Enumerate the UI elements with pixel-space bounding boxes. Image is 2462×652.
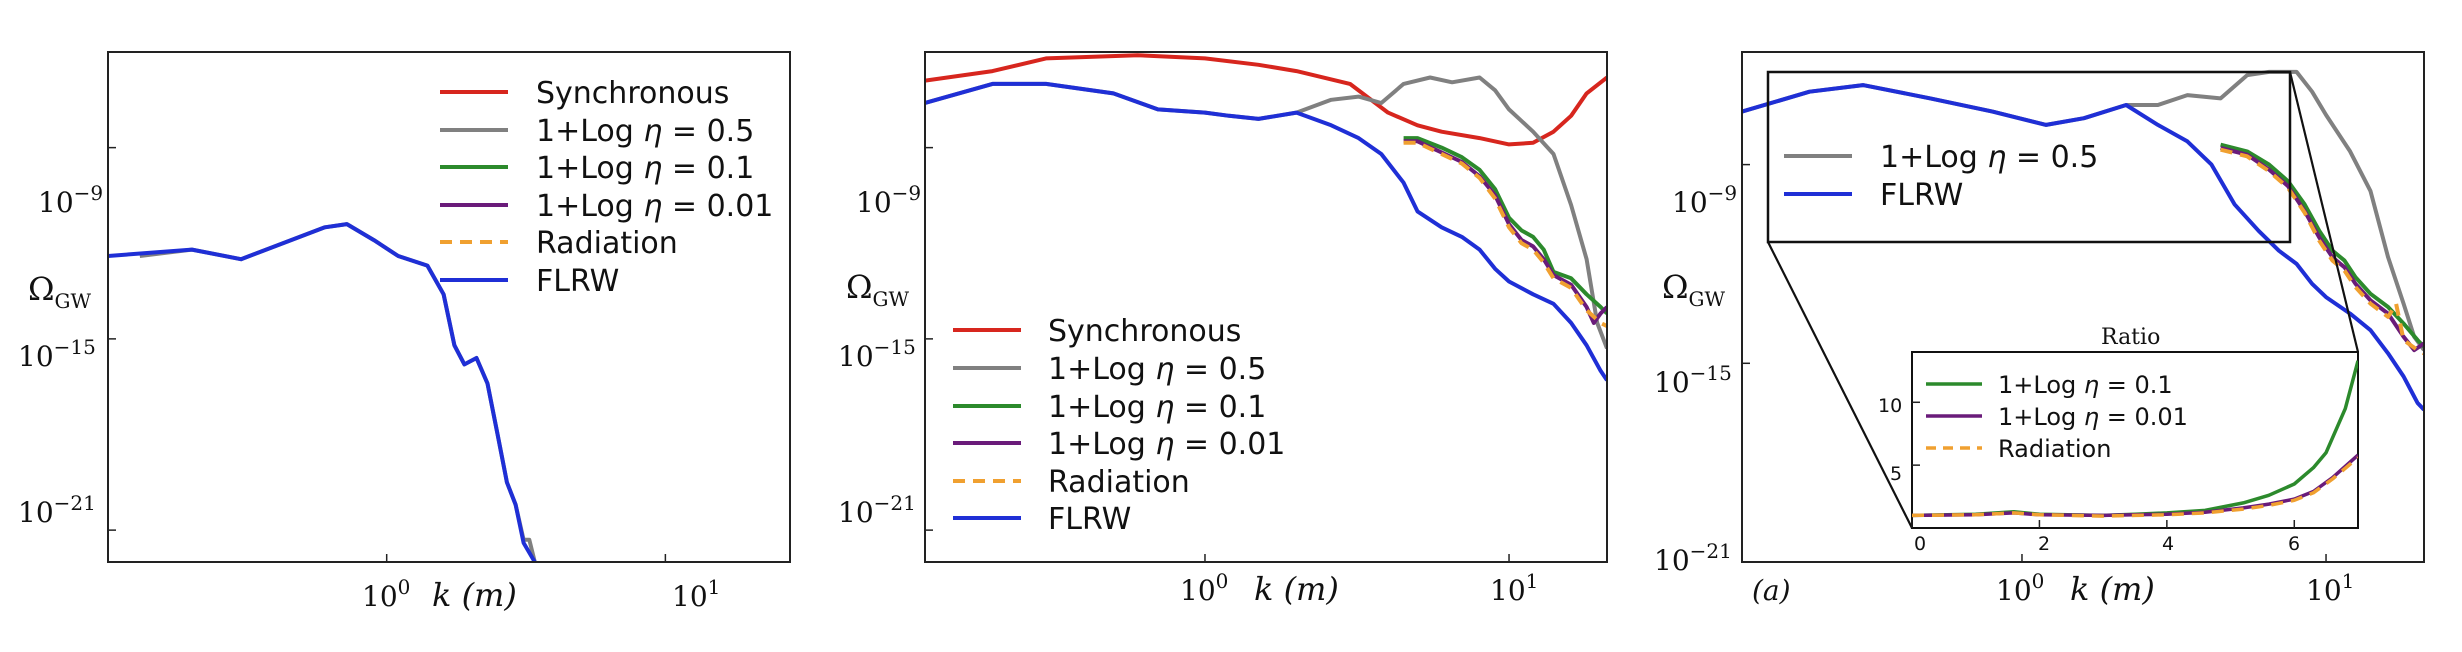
inset-legend-label-onelog-01: 1+Log η = 0.1 bbox=[1998, 371, 2173, 399]
series-line-onelog-001 bbox=[2220, 146, 2424, 353]
legend-label-onelog-001: 1+Log η = 0.01 bbox=[536, 189, 773, 224]
middle-xlabel: k (m) bbox=[1254, 570, 1339, 608]
left-ytick-label: 10−15 bbox=[18, 335, 96, 373]
inset-legend-label-radiation: Radiation bbox=[1998, 435, 2111, 463]
middle-panel: 10−9 10−15 10−21 ΩGW 100 101 k (m) Synch… bbox=[838, 51, 1608, 608]
left-legend: Synchronous 1+Log η = 0.5 1+Log η = 0.1 … bbox=[440, 76, 773, 299]
inset-ytick-label: 5 bbox=[1890, 463, 1902, 485]
legend-label-onelog-05: 1+Log η = 0.5 bbox=[1880, 140, 2098, 175]
inset-xtick-label: 2 bbox=[2038, 533, 2050, 555]
middle-ytick-label: 10−21 bbox=[838, 491, 916, 529]
legend-label-flrw: FLRW bbox=[1880, 178, 1963, 213]
left-xlabel: k (m) bbox=[432, 576, 517, 614]
right-ylabel: ΩGW bbox=[1662, 268, 1726, 311]
series-line-onelog-05 bbox=[1742, 69, 2424, 352]
right-xtick-label: 100 bbox=[1996, 569, 2044, 607]
right-plot-lines bbox=[1742, 69, 2424, 563]
legend-label-onelog-01: 1+Log η = 0.1 bbox=[536, 151, 754, 186]
inset-plot-lines bbox=[1911, 360, 2358, 528]
middle-xtick-label: 100 bbox=[1180, 569, 1228, 607]
series-line-radiation bbox=[1403, 140, 1607, 328]
right-ytick-label: 10−21 bbox=[1654, 539, 1732, 577]
middle-axes-frame bbox=[924, 51, 1608, 563]
legend-label-synchronous: Synchronous bbox=[536, 76, 729, 111]
right-xlabel: k (m) bbox=[2070, 570, 2155, 608]
zoom-box bbox=[1766, 70, 2292, 244]
series-line-synchronous bbox=[925, 53, 1607, 147]
series-line-radiation bbox=[1912, 456, 2358, 518]
right-panel: 10−9 10−15 10−21 ΩGW 100 101 k (m) (a) 1… bbox=[1654, 51, 2425, 608]
middle-plot-lines bbox=[925, 53, 1607, 562]
left-axes-frame bbox=[107, 51, 791, 563]
legend-label-radiation: Radiation bbox=[1048, 465, 1190, 500]
inset-ytick-label: 10 bbox=[1878, 395, 1902, 417]
middle-ytick-label: 10−15 bbox=[838, 335, 916, 373]
panel-label: (a) bbox=[1752, 574, 1791, 607]
left-ytick-label: 10−21 bbox=[18, 491, 96, 529]
legend-label-onelog-05: 1+Log η = 0.5 bbox=[536, 114, 754, 149]
axis-ticks bbox=[925, 146, 1510, 562]
middle-ytick-label: 10−9 bbox=[856, 181, 921, 219]
inset-xtick-label: 6 bbox=[2288, 533, 2300, 555]
inset-legend-label-onelog-001: 1+Log η = 0.01 bbox=[1998, 403, 2188, 431]
right-legend: 1+Log η = 0.5 FLRW bbox=[1784, 140, 2098, 213]
series-line-flrw bbox=[925, 81, 1607, 382]
zoom-connector-left bbox=[1767, 241, 1913, 529]
series-line-onelog-01 bbox=[1403, 136, 1607, 315]
inset-xtick-label: 4 bbox=[2162, 533, 2174, 555]
inset-legend: 1+Log η = 0.1 1+Log η = 0.01 Radiation bbox=[1926, 371, 2188, 463]
series-line-onelog-05 bbox=[139, 222, 537, 562]
axis-ticks bbox=[1911, 401, 2296, 528]
left-xtick-label: 101 bbox=[672, 575, 720, 613]
left-plot-lines bbox=[108, 146, 667, 562]
left-ylabel: ΩGW bbox=[28, 270, 92, 313]
series-line-radiation bbox=[2220, 147, 2424, 356]
legend-label-onelog-01: 1+Log η = 0.1 bbox=[1048, 390, 1266, 425]
right-ytick-label: 10−15 bbox=[1654, 361, 1732, 399]
inset-ratio-plot: Ratio 0 2 4 6 5 10 1+Log η = 0.1 1+Log η… bbox=[1878, 325, 2359, 555]
right-axes-frame bbox=[1741, 51, 2425, 563]
legend-label-radiation: Radiation bbox=[536, 226, 678, 261]
inset-title: Ratio bbox=[2101, 325, 2160, 350]
series-line-flrw bbox=[1742, 83, 2424, 412]
inset-background bbox=[1911, 351, 2359, 529]
left-ytick-label: 10−9 bbox=[38, 181, 103, 219]
legend-label-flrw: FLRW bbox=[536, 264, 619, 299]
series-line-onelog-01 bbox=[2220, 142, 2424, 349]
legend-label-synchronous: Synchronous bbox=[1048, 314, 1241, 349]
legend-label-onelog-05: 1+Log η = 0.5 bbox=[1048, 352, 1266, 387]
zoom-connector-right bbox=[2288, 71, 2360, 353]
left-panel: 10−9 10−15 10−21 ΩGW 100 101 k (m) Synch… bbox=[18, 51, 791, 614]
legend-label-onelog-001: 1+Log η = 0.01 bbox=[1048, 427, 1285, 462]
axis-ticks bbox=[108, 146, 667, 562]
middle-ylabel: ΩGW bbox=[846, 268, 910, 311]
right-xtick-label: 101 bbox=[2306, 569, 2354, 607]
legend-label-flrw: FLRW bbox=[1048, 502, 1131, 537]
series-line-flrw bbox=[108, 222, 537, 562]
inset-xtick-label: 0 bbox=[1914, 533, 1926, 555]
right-ytick-label: 10−9 bbox=[1672, 181, 1737, 219]
left-xtick-label: 100 bbox=[362, 575, 410, 613]
middle-xtick-label: 101 bbox=[1490, 569, 1538, 607]
middle-legend: Synchronous 1+Log η = 0.5 1+Log η = 0.1 … bbox=[953, 314, 1285, 537]
